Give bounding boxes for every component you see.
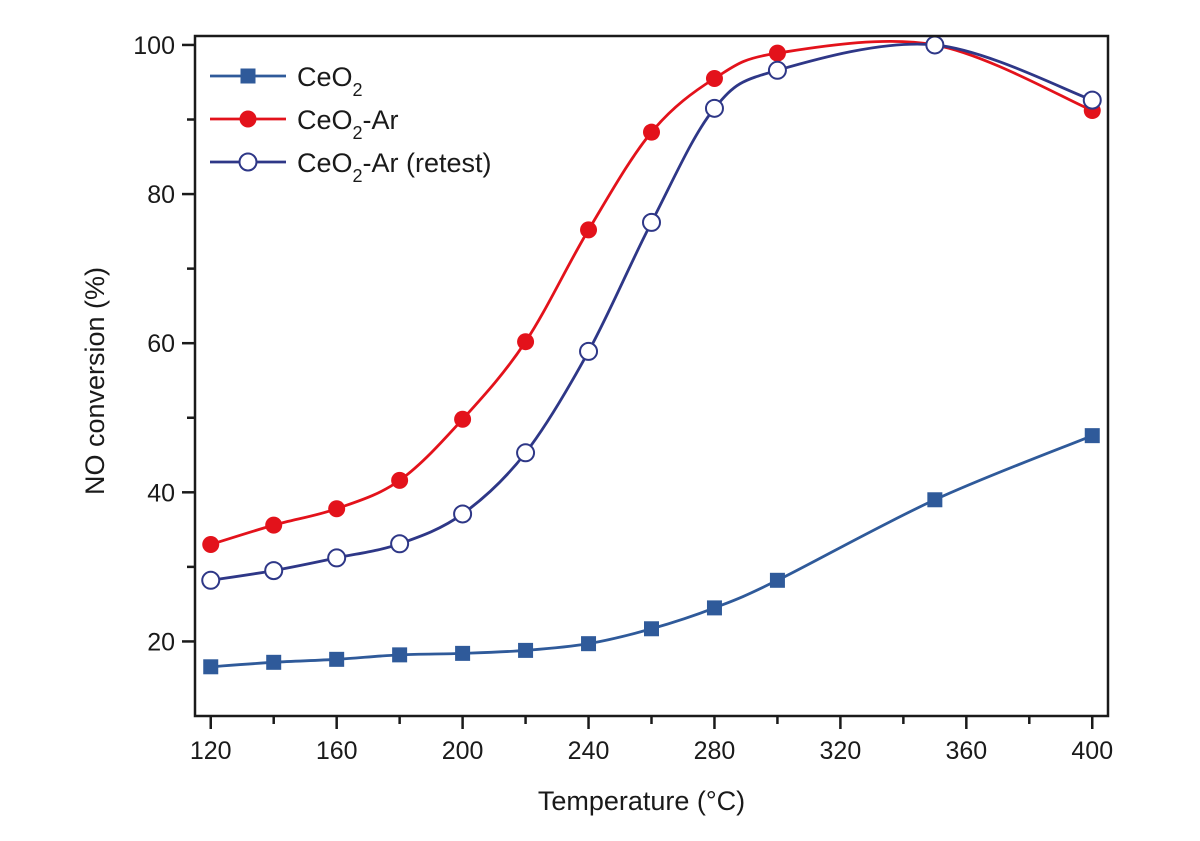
x-tick-label: 320 bbox=[820, 737, 862, 765]
data-point bbox=[643, 123, 660, 141]
data-point bbox=[706, 600, 722, 616]
y-tick-label: 40 bbox=[147, 479, 175, 507]
data-point bbox=[202, 536, 220, 554]
legend-marker bbox=[240, 68, 256, 84]
data-point bbox=[453, 504, 473, 524]
legend-label: CeO2 bbox=[297, 62, 363, 100]
data-point bbox=[264, 561, 284, 581]
y-axis-title: NO conversion (%) bbox=[80, 267, 110, 495]
x-tick-label: 120 bbox=[190, 737, 232, 765]
y-tick-label: 80 bbox=[147, 181, 175, 209]
y-tick-label: 20 bbox=[147, 628, 175, 656]
data-point bbox=[265, 516, 283, 534]
legend-label: CeO2-Ar (retest) bbox=[297, 148, 492, 186]
x-tick-label: 200 bbox=[442, 737, 484, 765]
y-axis-ticks: 20 40 60 80 100 bbox=[133, 32, 195, 656]
x-tick-label: 160 bbox=[316, 737, 358, 765]
data-point bbox=[769, 572, 785, 588]
data-point bbox=[517, 333, 535, 351]
data-point bbox=[327, 548, 347, 568]
legend-item: CeO2 bbox=[210, 62, 363, 100]
data-point bbox=[1082, 90, 1102, 110]
data-point bbox=[328, 500, 346, 518]
data-point bbox=[392, 647, 408, 663]
data-point bbox=[391, 471, 409, 489]
data-point bbox=[579, 341, 599, 361]
data-point bbox=[768, 44, 786, 62]
data-point bbox=[581, 636, 597, 652]
x-axis-title: Temperature (°C) bbox=[538, 786, 745, 816]
series-0 bbox=[203, 428, 1100, 675]
y-tick-label: 100 bbox=[133, 32, 175, 60]
x-tick-label: 360 bbox=[945, 737, 987, 765]
legend-item: CeO2-Ar (retest) bbox=[210, 148, 492, 186]
data-point bbox=[203, 659, 219, 675]
data-point bbox=[642, 212, 661, 232]
data-point bbox=[329, 651, 345, 667]
x-tick-label: 400 bbox=[1071, 737, 1113, 765]
data-point bbox=[705, 70, 723, 87]
data-point bbox=[1084, 428, 1100, 444]
data-point bbox=[580, 221, 598, 239]
data-point bbox=[390, 534, 410, 554]
data-point bbox=[767, 60, 787, 80]
data-point bbox=[644, 621, 659, 637]
data-point bbox=[704, 98, 724, 118]
legend-marker bbox=[239, 110, 257, 128]
data-point bbox=[201, 570, 221, 590]
data-point bbox=[516, 443, 536, 463]
data-point bbox=[266, 654, 282, 670]
data-point bbox=[455, 645, 471, 661]
legend-label: CeO2-Ar bbox=[297, 105, 399, 143]
legend-item: CeO2-Ar bbox=[210, 105, 399, 143]
data-point bbox=[454, 410, 472, 428]
legend: CeO2 CeO2-Ar CeO2-Ar (retest) bbox=[210, 62, 492, 186]
x-axis-ticks: 120 160 200 240 280 320 360 400 bbox=[190, 716, 1113, 765]
series-1 bbox=[202, 36, 1101, 554]
x-tick-label: 240 bbox=[568, 737, 610, 765]
series-2 bbox=[201, 35, 1102, 590]
x-tick-label: 280 bbox=[694, 737, 736, 765]
data-point bbox=[925, 35, 945, 55]
legend-marker bbox=[238, 152, 258, 172]
y-tick-label: 60 bbox=[147, 330, 175, 358]
data-point bbox=[518, 642, 534, 658]
data-point bbox=[927, 492, 943, 508]
series-layer bbox=[201, 35, 1102, 675]
